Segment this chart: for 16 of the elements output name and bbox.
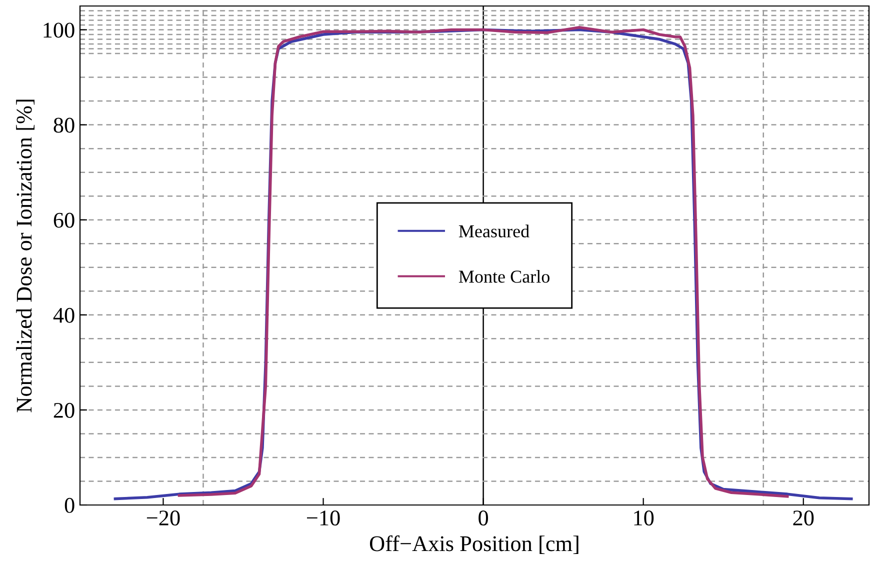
x-axis-title: Off−Axis Position [cm] [370,535,578,554]
x-tick-label: −20 [146,510,180,526]
y-tick-label: 40 [53,308,74,323]
y-tick-label: 100 [44,22,74,38]
x-tick-label: −10 [306,510,340,526]
y-tick-label: 0 [64,498,74,513]
y-tick-label: 80 [54,118,74,133]
x-tick-label: 10 [634,510,654,526]
y-tick-label: 20 [54,402,74,418]
y-axis-title: Normalized Dose or Ionization [%] [16,100,34,412]
legend-label: Measured [458,224,530,238]
y-tick-label: 60 [54,212,74,228]
legend-label: Monte Carlo [458,270,550,283]
x-tick-label: 20 [793,510,814,526]
x-tick-label: 0 [478,510,488,526]
line-series [178,26,789,498]
